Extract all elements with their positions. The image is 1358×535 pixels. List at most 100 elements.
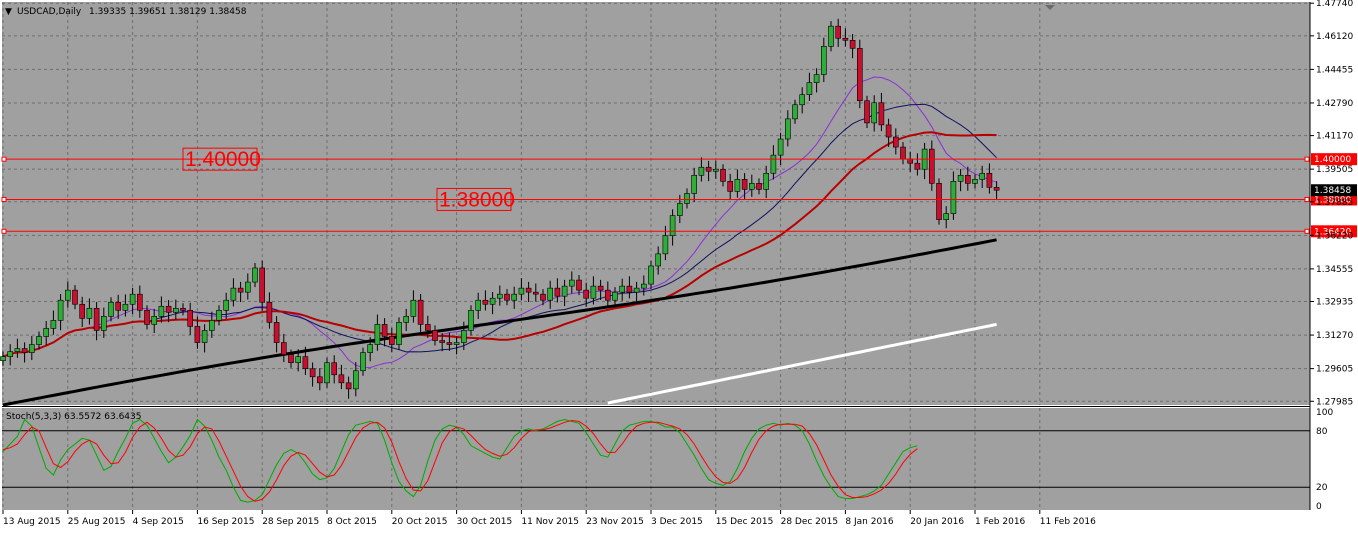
scroll-marker-icon[interactable]: [1045, 5, 1055, 10]
price-tick-label: 1.44455: [1316, 65, 1353, 75]
candle-body: [381, 324, 388, 337]
candle-body: [806, 82, 813, 95]
candle-body: [352, 370, 359, 390]
candle-body: [180, 307, 186, 311]
time-tick-label: 25 Aug 2015: [68, 517, 126, 527]
time-tick-label: 11 Feb 2016: [1040, 517, 1096, 527]
candle-body: [0, 356, 6, 361]
stoch-signal-line: [2, 419, 918, 502]
time-tick-label: 8 Oct 2015: [327, 517, 377, 527]
candle-body: [50, 320, 57, 329]
time-tick-label: 16 Sep 2015: [197, 517, 254, 527]
candle-body: [856, 48, 863, 102]
stoch-label: Stoch(5,3,3) 63.5572 63.6435: [6, 412, 141, 422]
candle-body: [885, 124, 892, 138]
candle-body: [460, 330, 467, 343]
candle-body: [367, 344, 374, 353]
candle-body: [727, 181, 734, 192]
candle-body: [554, 287, 561, 297]
candle-body: [137, 293, 143, 311]
candle-body: [209, 320, 215, 331]
price-tick-label: 1.47740: [1316, 0, 1353, 9]
candle-body: [964, 174, 971, 184]
candle-body: [237, 287, 244, 293]
time-tick-label: 13 Aug 2015: [3, 517, 61, 527]
stochastic-lines: 100 80 20 0: [2, 408, 1333, 512]
candle-body: [173, 307, 179, 313]
level-handle-right[interactable]: [1304, 228, 1310, 234]
level-handle-left[interactable]: [1, 156, 7, 162]
price-tick-label: 1.31270: [1316, 331, 1353, 341]
candle-body: [799, 94, 806, 106]
level-price-tag: [1311, 153, 1357, 166]
candle-body: [252, 267, 258, 283]
candle-body: [453, 342, 460, 345]
candle-body: [324, 362, 330, 384]
candle-body: [345, 382, 352, 390]
candle-body: [36, 336, 42, 345]
candle-body: [813, 74, 820, 83]
candle-body: [986, 172, 993, 188]
candle-body: [288, 354, 294, 363]
level-handle-left[interactable]: [1, 228, 7, 234]
candle-body: [280, 342, 287, 355]
candle-body: [187, 309, 193, 327]
time-tick-label: 28 Sep 2015: [262, 517, 319, 527]
candle-body: [892, 136, 899, 148]
candle-body: [712, 168, 719, 172]
candle-body: [741, 179, 748, 190]
candle-body: [792, 104, 798, 120]
candle-body: [979, 172, 986, 180]
candle-body: [65, 289, 71, 301]
candle-body: [7, 351, 13, 357]
price-tick-label: 1.37885: [1316, 198, 1353, 208]
level-handle-left[interactable]: [1, 196, 7, 202]
candle-body: [561, 285, 568, 297]
candle-body: [900, 146, 906, 160]
candle-body: [439, 340, 446, 343]
menu-triangle-icon[interactable]: ▼: [5, 7, 12, 17]
candle-body: [79, 303, 85, 319]
candle-body: [698, 166, 705, 176]
price-tick-label: 1.46120: [1316, 32, 1353, 42]
candle-body: [309, 368, 316, 378]
candle-body: [122, 303, 129, 311]
time-tick-label: 23 Nov 2015: [586, 517, 644, 527]
level-text-box[interactable]: [436, 187, 512, 211]
candle-body: [482, 299, 489, 305]
price-tick-label: 1.41170: [1316, 132, 1353, 142]
candle-body: [72, 289, 78, 305]
level-handle-right[interactable]: [1304, 196, 1310, 202]
candle-body: [734, 179, 741, 192]
time-tick-label: 8 Jan 2016: [845, 517, 893, 527]
candle-body: [633, 287, 640, 293]
level-price-tag-text: 1.36420: [1314, 227, 1351, 237]
candle-body: [748, 183, 755, 190]
candle-body: [216, 309, 222, 321]
candle-body: [511, 293, 518, 301]
level-text-label[interactable]: 1.38000: [439, 188, 515, 211]
level-text-box[interactable]: [182, 147, 258, 171]
candle-body: [489, 297, 496, 305]
time-tick-label: 1 Feb 2016: [975, 517, 1026, 527]
price-tick-label: 1.32935: [1316, 298, 1353, 308]
candle-body: [532, 291, 539, 295]
candle-body: [691, 174, 698, 194]
candle-body: [504, 293, 510, 301]
candle-body: [129, 293, 136, 305]
candle-body: [108, 301, 114, 317]
candle-body: [396, 322, 402, 345]
level-text-label[interactable]: 1.40000: [185, 148, 261, 171]
candle-body: [604, 289, 611, 301]
candle-body: [475, 299, 482, 311]
level-handle-right[interactable]: [1304, 156, 1310, 162]
candle-body: [828, 25, 834, 47]
candle-body: [165, 305, 172, 313]
candle-body: [432, 330, 438, 341]
candle-body: [936, 183, 942, 220]
candle-body: [518, 287, 525, 295]
candles: [0, 18, 1000, 399]
